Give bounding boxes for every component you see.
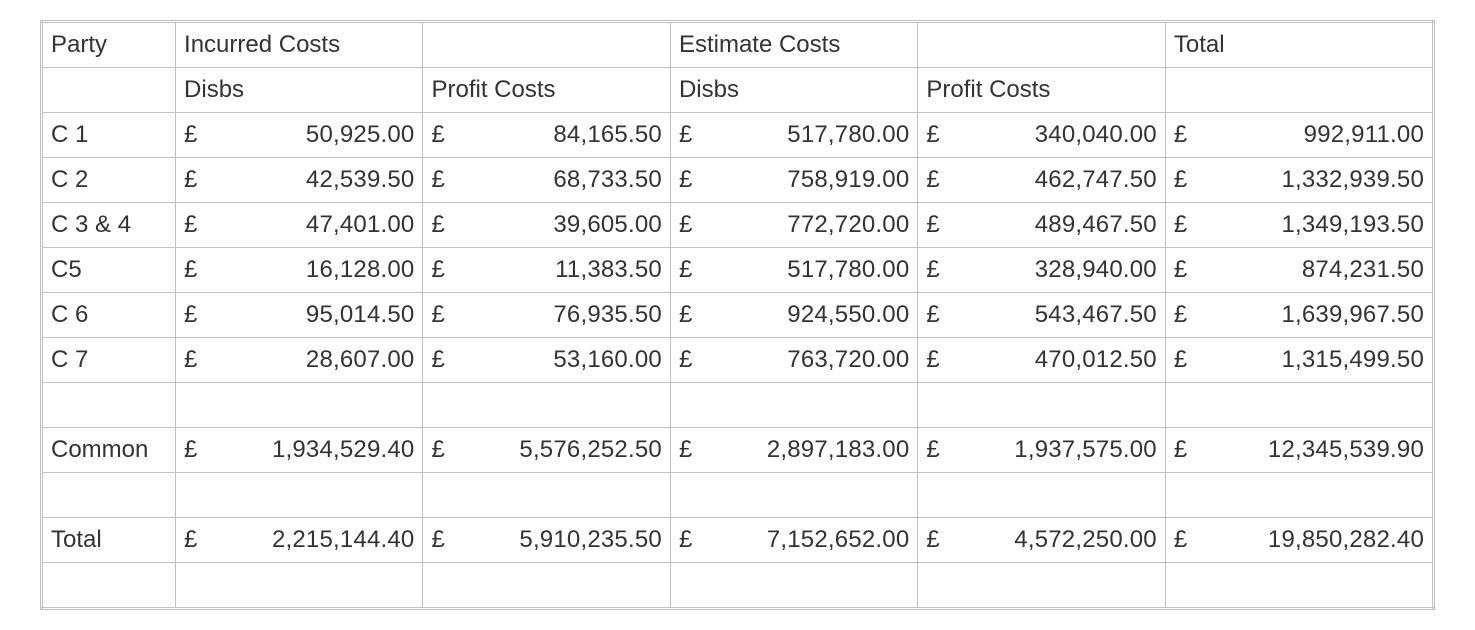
row-party: C5 [42, 248, 176, 293]
row-inc-disbs: £16,128.00 [176, 248, 423, 293]
common-inc-disbs: £1,934,529.40 [176, 428, 423, 473]
common-label: Common [42, 428, 176, 473]
total-total: £19,850,282.40 [1165, 518, 1433, 563]
row-est-profit: £489,467.50 [918, 203, 1165, 248]
row-total: £1,349,193.50 [1165, 203, 1433, 248]
row-est-disbs: £517,780.00 [670, 248, 917, 293]
table-body: Party Incurred Costs Estimate Costs Tota… [42, 22, 1434, 609]
row-est-profit: £462,747.50 [918, 158, 1165, 203]
row-inc-profit: £39,605.00 [423, 203, 670, 248]
row-est-profit: £543,467.50 [918, 293, 1165, 338]
table-row: C 3 & 4 £47,401.00 £39,605.00 £772,720.0… [42, 203, 1434, 248]
row-inc-profit: £53,160.00 [423, 338, 670, 383]
row-party: C 3 & 4 [42, 203, 176, 248]
row-inc-profit: £84,165.50 [423, 113, 670, 158]
total-inc-disbs: £2,215,144.40 [176, 518, 423, 563]
common-est-profit: £1,937,575.00 [918, 428, 1165, 473]
row-total: £1,639,967.50 [1165, 293, 1433, 338]
row-total: £992,911.00 [1165, 113, 1433, 158]
total-label: Total [42, 518, 176, 563]
row-est-profit: £328,940.00 [918, 248, 1165, 293]
row-inc-disbs: £42,539.50 [176, 158, 423, 203]
header-blank1 [423, 22, 670, 68]
row-est-disbs: £772,720.00 [670, 203, 917, 248]
header2-blank [42, 68, 176, 113]
header2-inc-profit: Profit Costs [423, 68, 670, 113]
row-inc-disbs: £28,607.00 [176, 338, 423, 383]
total-row: Total £2,215,144.40 £5,910,235.50 £7,152… [42, 518, 1434, 563]
header-row-1: Party Incurred Costs Estimate Costs Tota… [42, 22, 1434, 68]
row-total: £874,231.50 [1165, 248, 1433, 293]
common-total: £12,345,539.90 [1165, 428, 1433, 473]
row-est-disbs: £924,550.00 [670, 293, 917, 338]
row-total: £1,315,499.50 [1165, 338, 1433, 383]
row-inc-disbs: £47,401.00 [176, 203, 423, 248]
common-row: Common £1,934,529.40 £5,576,252.50 £2,89… [42, 428, 1434, 473]
costs-table: Party Incurred Costs Estimate Costs Tota… [40, 20, 1435, 610]
row-total: £1,332,939.50 [1165, 158, 1433, 203]
table-row: C 6 £95,014.50 £76,935.50 £924,550.00 £5… [42, 293, 1434, 338]
header-party: Party [42, 22, 176, 68]
row-party: C 7 [42, 338, 176, 383]
row-party: C 6 [42, 293, 176, 338]
common-est-disbs: £2,897,183.00 [670, 428, 917, 473]
header2-inc-disbs: Disbs [176, 68, 423, 113]
row-est-disbs: £517,780.00 [670, 113, 917, 158]
row-est-disbs: £758,919.00 [670, 158, 917, 203]
table-row: C 2 £42,539.50 £68,733.50 £758,919.00 £4… [42, 158, 1434, 203]
row-inc-profit: £11,383.50 [423, 248, 670, 293]
header-blank2 [918, 22, 1165, 68]
header-incurred: Incurred Costs [176, 22, 423, 68]
header-row-2: Disbs Profit Costs Disbs Profit Costs [42, 68, 1434, 113]
table-row: C5 £16,128.00 £11,383.50 £517,780.00 £32… [42, 248, 1434, 293]
header-total: Total [1165, 22, 1433, 68]
spacer-row [42, 563, 1434, 609]
spacer-row [42, 383, 1434, 428]
total-inc-profit: £5,910,235.50 [423, 518, 670, 563]
row-inc-profit: £68,733.50 [423, 158, 670, 203]
table-row: C 1 £50,925.00 £84,165.50 £517,780.00 £3… [42, 113, 1434, 158]
row-est-profit: £470,012.50 [918, 338, 1165, 383]
row-inc-disbs: £95,014.50 [176, 293, 423, 338]
row-party: C 1 [42, 113, 176, 158]
header2-est-disbs: Disbs [670, 68, 917, 113]
row-inc-disbs: £50,925.00 [176, 113, 423, 158]
row-est-profit: £340,040.00 [918, 113, 1165, 158]
row-party: C 2 [42, 158, 176, 203]
spacer-row [42, 473, 1434, 518]
row-est-disbs: £763,720.00 [670, 338, 917, 383]
total-est-profit: £4,572,250.00 [918, 518, 1165, 563]
header2-total-blank [1165, 68, 1433, 113]
total-est-disbs: £7,152,652.00 [670, 518, 917, 563]
row-inc-profit: £76,935.50 [423, 293, 670, 338]
common-inc-profit: £5,576,252.50 [423, 428, 670, 473]
table-row: C 7 £28,607.00 £53,160.00 £763,720.00 £4… [42, 338, 1434, 383]
header2-est-profit: Profit Costs [918, 68, 1165, 113]
header-estimate: Estimate Costs [670, 22, 917, 68]
